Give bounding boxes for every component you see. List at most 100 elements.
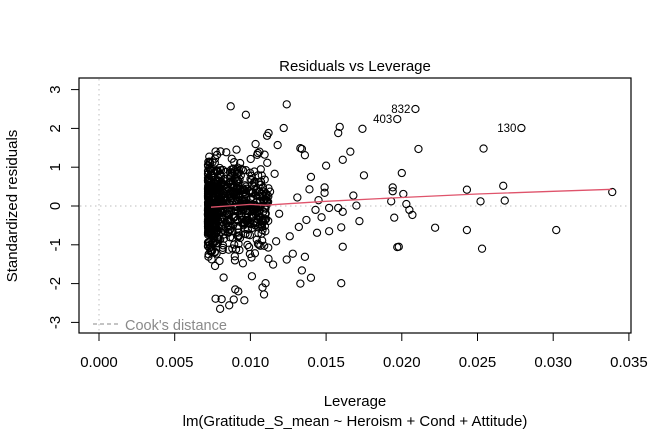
point-label-832: 832 (391, 104, 410, 116)
reference-lines (80, 79, 630, 332)
data-point (238, 196, 247, 205)
data-point (338, 207, 347, 216)
data-point (231, 207, 240, 216)
data-point (305, 185, 314, 194)
chart-title: Residuals vs Leverage (279, 58, 431, 75)
data-point (263, 158, 272, 167)
data-point (352, 201, 361, 210)
data-point (215, 304, 225, 313)
legend-cooks-distance: Cook's distance (125, 318, 227, 334)
data-point (359, 171, 369, 180)
y-tick-label: -1 (47, 238, 64, 251)
data-point (226, 194, 235, 203)
data-point (225, 301, 234, 310)
data-point (250, 249, 260, 258)
data-point (251, 139, 260, 149)
data-point (241, 166, 251, 175)
data-point (204, 176, 213, 185)
data-point (234, 287, 243, 296)
data-point (388, 183, 397, 192)
data-point (273, 140, 282, 150)
data-point (240, 296, 249, 305)
data-point (225, 207, 234, 216)
data-point (245, 231, 255, 240)
data-point (397, 168, 406, 178)
data-point (203, 173, 213, 182)
data-point (334, 128, 343, 138)
data-point (219, 230, 228, 239)
data-point (500, 196, 509, 205)
data-point (233, 215, 242, 224)
x-tick-label: 0.030 (534, 354, 572, 371)
data-point (234, 176, 243, 185)
x-axis-title: Leverage (324, 393, 387, 410)
data-point (233, 175, 242, 184)
data-point (227, 154, 236, 163)
data-point (247, 212, 256, 221)
data-point (210, 154, 220, 163)
data-point (230, 256, 240, 265)
data-points (203, 100, 617, 313)
data-point (219, 273, 228, 282)
data-point (250, 177, 259, 187)
data-point (321, 161, 331, 170)
data-point (233, 231, 242, 241)
data-point (408, 210, 417, 220)
data-point (255, 187, 264, 197)
data-point (430, 223, 440, 232)
data-point (261, 209, 270, 218)
data-point (247, 272, 257, 281)
data-point (270, 169, 279, 178)
data-point (241, 206, 250, 216)
data-point (306, 172, 316, 182)
data-point (211, 294, 220, 303)
data-point (285, 232, 294, 241)
y-tick-label: 2 (47, 124, 64, 132)
data-point (253, 171, 263, 180)
data-point (268, 260, 278, 269)
data-point (552, 225, 561, 235)
data-point (235, 245, 244, 255)
data-point (220, 189, 229, 198)
data-point (358, 124, 367, 133)
data-point (317, 213, 326, 222)
data-point (255, 220, 265, 229)
data-point (393, 242, 402, 252)
data-point (220, 194, 229, 203)
x-tick-label: 0.035 (610, 354, 648, 371)
labeled-point-130 (517, 123, 526, 133)
y-tick-label: 3 (47, 85, 64, 93)
data-point (338, 155, 347, 164)
data-point (223, 221, 233, 230)
data-point (204, 214, 213, 223)
data-point (252, 235, 261, 244)
data-point (252, 198, 261, 207)
x-tick-label: 0.000 (80, 354, 118, 371)
data-point (264, 254, 273, 263)
data-point (215, 256, 224, 266)
data-point (258, 215, 267, 225)
data-point (246, 154, 255, 164)
data-point (255, 147, 264, 156)
data-point (244, 242, 254, 252)
y-tick-label: -2 (47, 277, 64, 290)
data-point (324, 203, 334, 213)
x-tick-label: 0.005 (156, 354, 194, 371)
data-point (296, 279, 305, 288)
data-point (207, 255, 216, 264)
data-point (288, 249, 297, 258)
legend: Cook's distance (93, 318, 227, 334)
data-point (208, 238, 217, 247)
data-point (255, 192, 264, 201)
data-point (206, 247, 215, 256)
data-point (349, 191, 358, 200)
data-point (204, 157, 213, 167)
data-point (212, 167, 222, 176)
x-tick-label: 0.020 (383, 354, 421, 371)
data-point (238, 259, 248, 268)
data-point (390, 213, 399, 222)
data-point (211, 239, 221, 248)
data-point (217, 222, 226, 231)
data-point (237, 164, 246, 174)
